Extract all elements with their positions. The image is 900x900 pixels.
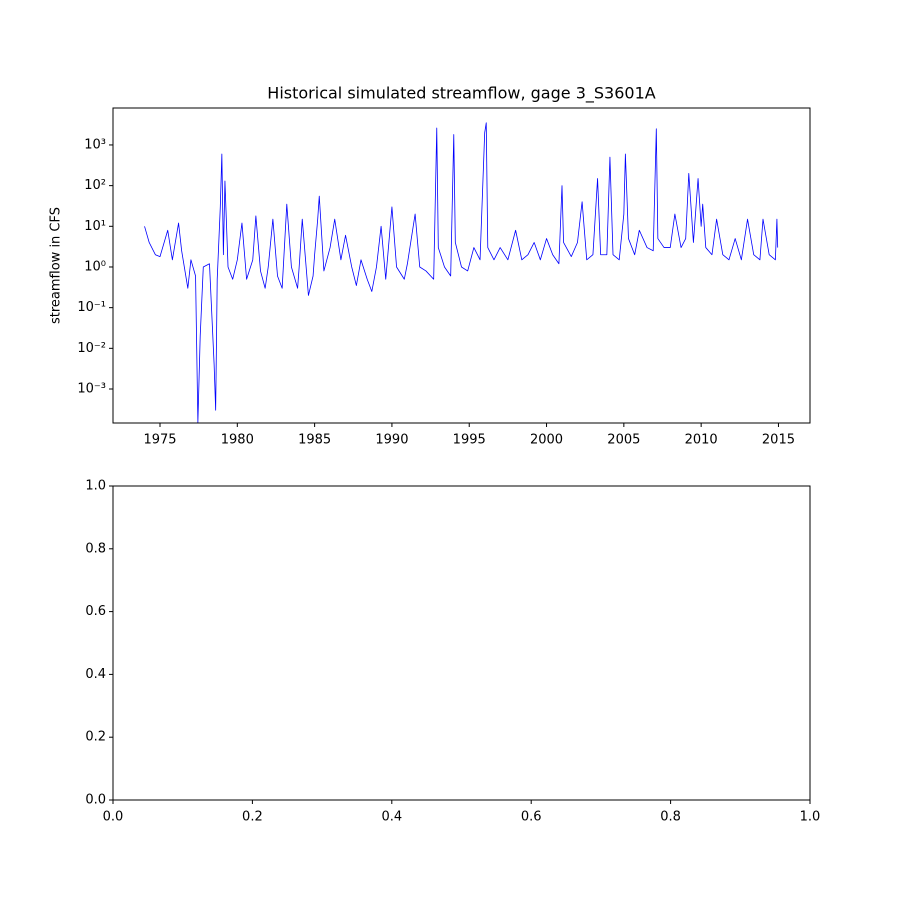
x-tick-label: 2000: [530, 433, 563, 448]
x-tick-label: 2005: [607, 433, 640, 448]
x-tick-label: 0.6: [521, 810, 542, 825]
y-tick-label: 10¹: [84, 219, 106, 234]
y-tick-label: 10⁻¹: [77, 300, 106, 315]
y-tick-label: 1.0: [85, 479, 106, 494]
plot-frame: [112, 485, 811, 801]
y-tick-label: 10⁻²: [77, 341, 106, 356]
y-tick-label: 0.8: [85, 541, 106, 556]
y-tick-label: 0.0: [85, 793, 106, 808]
x-tick-label: 0.0: [103, 810, 124, 825]
x-tick-label: 1995: [453, 433, 486, 448]
x-tick-label: 1.0: [800, 810, 821, 825]
x-tick-label: 2010: [685, 433, 718, 448]
y-tick-label: 10⁰: [84, 259, 106, 274]
y-tick-label: 0.6: [85, 604, 106, 619]
y-tick-label: 10²: [84, 178, 106, 193]
x-tick-label: 1985: [298, 433, 331, 448]
y-tick-label: 10⁻³: [77, 382, 106, 397]
x-tick-label: 0.4: [381, 810, 402, 825]
x-tick-label: 0.8: [660, 810, 681, 825]
series-line: [144, 122, 779, 423]
x-tick-label: 2015: [762, 433, 795, 448]
x-tick-label: 1975: [143, 433, 176, 448]
y-tick-label: 10³: [84, 137, 106, 152]
y-axis-label: streamflow in CFS: [49, 207, 64, 324]
plot-frame: [112, 107, 811, 424]
x-tick-label: 0.2: [242, 810, 263, 825]
x-tick-label: 1990: [375, 433, 408, 448]
y-tick-label: 0.2: [85, 730, 106, 745]
x-tick-label: 1980: [221, 433, 254, 448]
y-tick-label: 0.4: [85, 667, 106, 682]
chart-title: Historical simulated streamflow, gage 3_…: [267, 84, 655, 104]
